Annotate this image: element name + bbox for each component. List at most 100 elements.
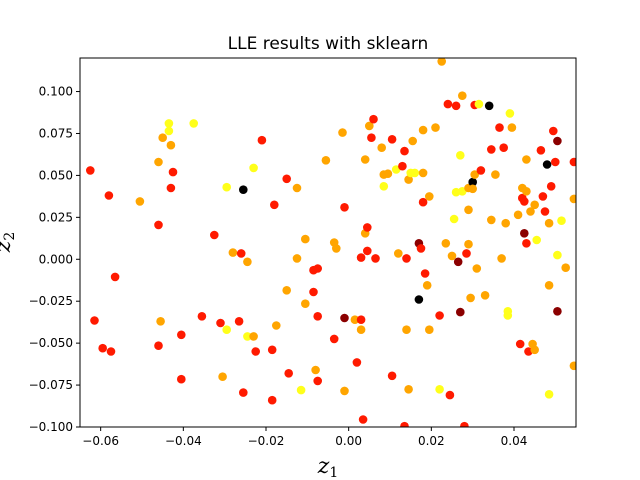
scatter-point — [468, 177, 478, 187]
scatter-point — [557, 216, 566, 225]
x-axis-label-main: z — [317, 454, 330, 479]
scatter-point — [398, 161, 407, 171]
scatter-point — [569, 194, 576, 204]
scatter-points — [86, 58, 576, 427]
scatter-point — [553, 250, 562, 260]
scatter-point — [369, 114, 378, 124]
x-axis-label-sub: 1 — [329, 465, 338, 480]
scatter-point — [544, 390, 554, 399]
scatter-point — [513, 210, 523, 220]
y-axis-label-sub: 2 — [2, 232, 18, 241]
scatter-point — [387, 371, 397, 381]
scatter-point — [197, 312, 207, 321]
scatter-point — [515, 339, 525, 349]
scatter-point — [338, 128, 347, 137]
scatter-point — [358, 415, 368, 424]
scatter-point — [301, 299, 310, 309]
scatter-point — [243, 257, 252, 267]
scatter-point — [549, 126, 558, 136]
scatter-point — [222, 325, 231, 335]
scatter-point — [540, 207, 550, 216]
scatter-point — [495, 123, 504, 132]
x-tick-label: −0.04 — [165, 434, 202, 448]
scatter-point — [239, 388, 248, 397]
scatter-point — [267, 345, 277, 355]
scatter-point — [526, 207, 535, 216]
scatter-point — [464, 205, 473, 215]
scatter-point — [522, 187, 531, 196]
scatter-point — [456, 151, 465, 160]
scatter-point — [363, 246, 372, 256]
x-tick-label: −0.02 — [248, 434, 285, 448]
scatter-point — [313, 312, 323, 321]
y-tick-label: 0.075 — [39, 126, 73, 140]
scatter-point — [154, 341, 163, 351]
scatter-point — [402, 325, 411, 335]
scatter-point — [98, 343, 107, 353]
scatter-point — [487, 215, 496, 225]
scatter-point — [460, 421, 469, 427]
scatter-point — [435, 385, 444, 394]
scatter-point — [243, 332, 252, 341]
scatter-point — [416, 244, 426, 253]
scatter-point — [158, 133, 167, 142]
scatter-point — [431, 123, 440, 132]
scatter-point — [257, 135, 267, 145]
scatter-point — [443, 99, 453, 109]
scatter-point — [154, 157, 163, 167]
x-tick-label: 0.00 — [335, 434, 362, 448]
scatter-point — [313, 264, 323, 273]
scatter-point — [236, 249, 246, 258]
scatter-point — [377, 143, 387, 152]
x-tick-label: −0.06 — [82, 434, 119, 448]
scatter-point — [404, 175, 413, 184]
scatter-point — [520, 229, 529, 238]
scatter-point — [340, 386, 349, 396]
scatter-point — [536, 146, 546, 155]
scatter-point — [383, 169, 393, 178]
scatter-point — [520, 197, 529, 206]
scatter-point — [445, 390, 455, 400]
scatter-point — [470, 170, 480, 179]
scatter-point — [356, 253, 366, 262]
scatter-point — [476, 166, 486, 175]
scatter-point — [228, 248, 238, 257]
scatter-point — [282, 286, 292, 295]
y-tick-label: 0.050 — [39, 168, 73, 182]
scatter-point — [272, 321, 281, 330]
scatter-point — [309, 287, 318, 297]
scatter-point — [360, 155, 370, 164]
scatter-point — [329, 334, 339, 344]
scatter-point — [249, 163, 258, 173]
scatter-point — [551, 157, 560, 167]
scatter-point — [106, 347, 116, 356]
scatter-point — [544, 218, 554, 228]
scatter-point — [530, 200, 539, 210]
scatter-point — [400, 421, 409, 427]
y-axis-label-main: z — [0, 240, 16, 253]
scatter-point — [216, 318, 225, 328]
scatter-point — [410, 168, 420, 178]
scatter-point — [569, 361, 576, 371]
scatter-point — [435, 311, 444, 320]
scatter-point — [164, 126, 174, 136]
y-tick-label: −0.050 — [29, 336, 73, 350]
scatter-point — [420, 269, 430, 278]
scatter-point — [553, 307, 562, 316]
scatter-point — [301, 234, 310, 244]
scatter-point — [538, 192, 548, 201]
scatter-point — [458, 91, 467, 100]
scatter-point — [425, 192, 434, 201]
scatter-point — [222, 182, 231, 192]
scatter-point — [400, 146, 409, 156]
scatter-point — [350, 315, 360, 325]
scatter-point — [110, 272, 120, 282]
scatter-point — [164, 119, 174, 128]
scatter-point — [532, 235, 541, 245]
scatter-point — [462, 249, 471, 258]
x-axis: −0.06 −0.04 −0.02 0.00 0.02 0.04 — [82, 427, 527, 448]
scatter-point — [507, 123, 517, 132]
scatter-point — [135, 197, 145, 206]
scatter-point — [530, 345, 539, 355]
